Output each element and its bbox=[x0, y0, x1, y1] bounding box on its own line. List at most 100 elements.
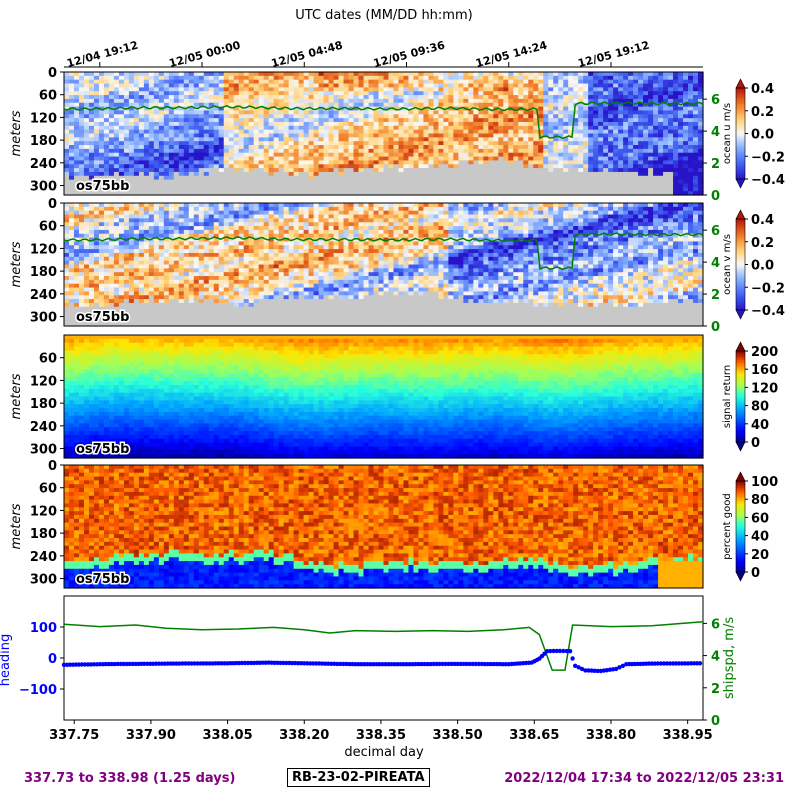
heatmap-cell bbox=[78, 141, 85, 146]
heatmap-cell bbox=[658, 95, 664, 100]
heatmap-cell bbox=[438, 175, 445, 181]
heatmap-cell bbox=[438, 121, 445, 127]
heatmap-cell bbox=[603, 95, 609, 100]
heatmap-cell bbox=[488, 171, 494, 177]
heatmap-cell bbox=[193, 168, 200, 173]
heatmap-cell bbox=[648, 91, 654, 96]
heatmap-cell bbox=[683, 145, 689, 150]
heatmap-cell bbox=[618, 156, 624, 162]
heatmap-cell bbox=[118, 156, 125, 162]
heatmap-cell bbox=[148, 87, 155, 92]
heatmap-cell bbox=[223, 106, 230, 112]
heatmap-cell bbox=[128, 79, 135, 85]
heatmap-cell bbox=[678, 133, 684, 138]
heatmap-cell bbox=[243, 72, 250, 77]
heatmap-cell bbox=[168, 241, 175, 246]
heatmap-cell bbox=[188, 79, 195, 85]
heatmap-cell bbox=[483, 91, 489, 96]
heatmap-cell bbox=[698, 133, 704, 138]
heatmap-cell bbox=[603, 183, 609, 188]
heatmap-cell bbox=[173, 210, 180, 216]
heatmap-cell bbox=[468, 156, 474, 162]
heatmap-cell bbox=[533, 91, 539, 96]
heatmap-cell bbox=[128, 191, 135, 196]
heatmap-cell bbox=[663, 148, 669, 154]
heatmap-cell bbox=[113, 187, 120, 192]
heatmap-cell bbox=[503, 75, 509, 81]
heatmap-cell bbox=[613, 145, 619, 150]
heatmap-cell bbox=[333, 148, 340, 154]
heatmap-cell bbox=[123, 175, 130, 181]
heatmap-cell bbox=[98, 95, 105, 100]
heatmap-cell bbox=[133, 256, 140, 262]
heatmap-cell bbox=[153, 302, 160, 308]
heatmap-cell bbox=[178, 306, 185, 312]
heatmap-cell bbox=[103, 91, 110, 96]
heatmap-cell bbox=[288, 121, 295, 127]
heatmap-cell bbox=[648, 129, 654, 135]
heatmap-cell bbox=[523, 183, 529, 188]
heatmap-cell bbox=[538, 160, 544, 165]
heatmap-cell bbox=[93, 310, 100, 316]
heatmap-cell bbox=[153, 137, 160, 142]
heatmap-cell bbox=[123, 79, 130, 85]
heatmap-cell bbox=[158, 214, 165, 219]
heatmap-cell bbox=[588, 102, 594, 108]
heatmap-cell bbox=[593, 141, 599, 146]
heatmap-cell bbox=[283, 125, 290, 131]
heatmap-cell bbox=[153, 75, 160, 81]
heatmap-cell bbox=[343, 191, 350, 196]
heatmap-cell bbox=[278, 95, 285, 100]
heatmap-cell bbox=[403, 79, 410, 85]
heatmap-cell bbox=[513, 106, 519, 112]
heatmap-cell bbox=[173, 160, 180, 165]
heatmap-cell bbox=[688, 145, 694, 150]
heatmap-cell bbox=[178, 83, 185, 88]
heatmap-cell bbox=[73, 291, 80, 296]
heatmap-cell bbox=[448, 148, 454, 154]
heatmap-cell bbox=[163, 210, 170, 216]
heatmap-cell bbox=[563, 121, 569, 127]
heatmap-cell bbox=[73, 252, 80, 258]
heatmap-cell bbox=[153, 168, 160, 173]
heatmap-cell bbox=[163, 299, 170, 304]
heatmap-cell bbox=[428, 95, 435, 100]
heatmap-cell bbox=[213, 83, 220, 88]
heatmap-cell bbox=[188, 141, 195, 146]
heatmap-cell bbox=[298, 191, 305, 196]
heatmap-cell bbox=[388, 72, 395, 77]
heatmap-cell bbox=[443, 72, 449, 77]
heatmap-cell bbox=[498, 125, 504, 131]
heatmap-cell bbox=[528, 72, 534, 77]
heatmap-cell bbox=[228, 183, 235, 188]
heatmap-cell bbox=[603, 129, 609, 135]
heatmap-cell bbox=[178, 252, 185, 258]
heatmap-cell bbox=[228, 160, 235, 165]
heatmap-cell bbox=[83, 291, 90, 296]
heatmap-cell bbox=[243, 183, 250, 188]
heatmap-cell bbox=[513, 156, 519, 162]
heatmap-cell bbox=[83, 160, 90, 165]
heatmap-cell bbox=[458, 79, 464, 85]
heatmap-cell bbox=[123, 171, 130, 177]
heatmap-cell bbox=[593, 72, 599, 77]
heatmap-cell bbox=[103, 314, 110, 319]
heatmap-cell bbox=[518, 145, 524, 150]
heatmap-cell bbox=[73, 268, 80, 273]
heatmap-cell bbox=[598, 145, 604, 150]
heatmap-cell bbox=[64, 268, 70, 273]
heatmap-cell bbox=[133, 160, 140, 165]
heatmap-cell bbox=[133, 95, 140, 100]
heatmap-cell bbox=[453, 83, 459, 88]
heatmap-cell bbox=[588, 121, 594, 127]
heatmap-cell bbox=[163, 252, 170, 258]
heatmap-cell bbox=[643, 98, 649, 104]
heatmap-cell bbox=[328, 83, 335, 88]
heatmap-cell bbox=[678, 121, 684, 127]
heatmap-cell bbox=[543, 121, 549, 127]
heatmap-cell bbox=[78, 102, 85, 108]
heatmap-cell bbox=[238, 75, 245, 81]
heatmap-cell bbox=[83, 168, 90, 173]
heatmap-cell bbox=[228, 141, 235, 146]
heatmap-cell bbox=[158, 95, 165, 100]
